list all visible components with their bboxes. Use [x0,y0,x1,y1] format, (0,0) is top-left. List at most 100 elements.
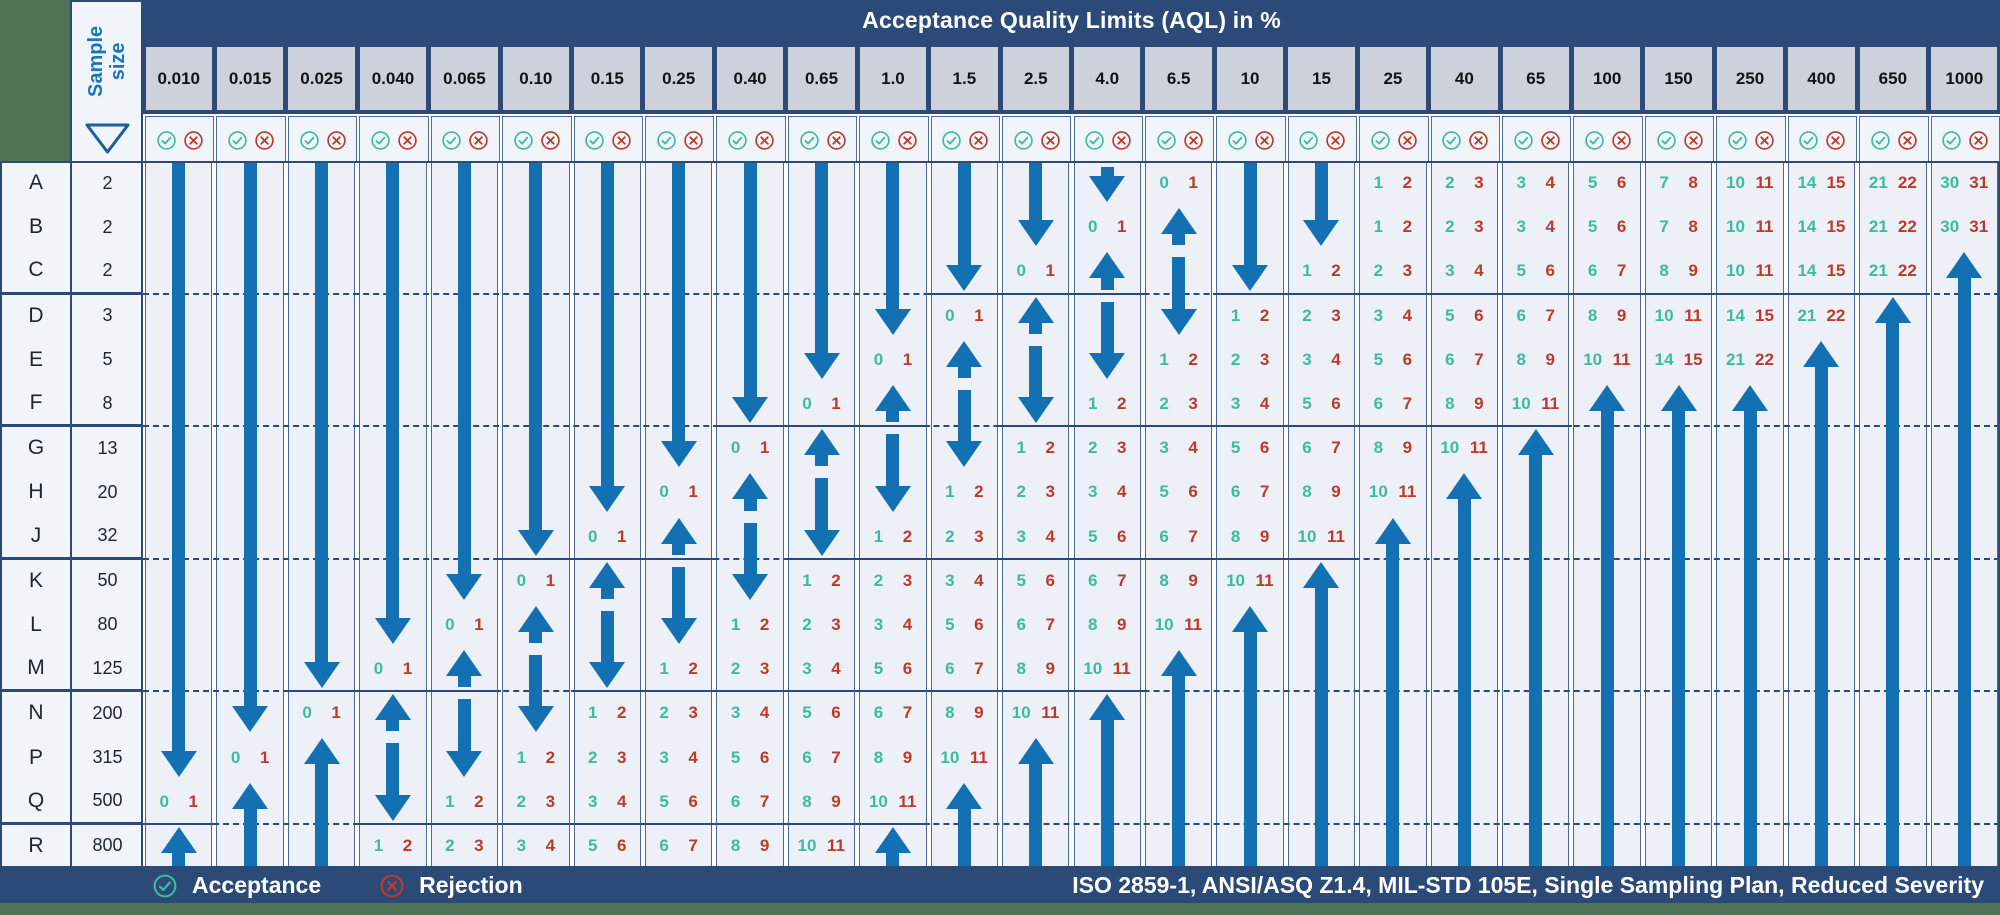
cell-E-150: 14 15 [1645,338,1712,382]
acceptance-number: 0 [873,349,884,369]
rejection-number: 7 [759,791,770,811]
circled-x-icon [1826,130,1846,150]
acceptance-number: 6 [1587,261,1598,281]
up-arrowhead [1303,561,1340,588]
down-arrowhead [1017,220,1054,247]
rejection-number: 8 [1688,217,1698,237]
group-separator-solid [570,557,644,560]
aql-column-icons-row [143,112,2000,163]
footer-bar: Acceptance Rejection ISO 2859-1, ANSI/AS… [0,868,2000,903]
acceptance-number: 5 [802,703,812,723]
acceptance-number: 3 [588,791,598,811]
up-arrowhead [1089,694,1126,721]
cell-M-4.0: 10 11 [1074,647,1141,691]
acceptance-number: 10 [1726,217,1745,237]
up-arrowhead [1517,429,1554,456]
aql-column-icons-0.025 [287,116,358,163]
rejection-number: 7 [1402,394,1413,414]
row-letter-Q: Q [0,780,72,824]
acceptance-number: 10 [1011,703,1031,723]
rejection-number: 4 [831,659,841,679]
up-arrowhead [874,826,911,853]
rejection-number: 7 [1045,614,1055,634]
aql-column-icons-1.5 [930,116,1001,163]
aql-column-content-650: 21 22 21 22 21 22 [1859,161,1926,868]
rejection-number: 9 [1474,394,1484,414]
acceptance-number: 1 [873,526,884,546]
rejection-number: 11 [898,791,917,811]
up-arrow-shaft [1600,408,1614,868]
rejection-number: 2 [974,482,984,502]
rejection-number: 3 [1474,217,1484,237]
rejection-number: 2 [1402,173,1413,193]
down-arrowhead [660,441,697,468]
up-arrowhead [1660,384,1697,411]
down-arrow-shaft [529,655,543,709]
group-separator-left [0,425,143,428]
cell-L-6.5: 10 11 [1145,603,1212,647]
rejection-number: 1 [831,394,841,414]
group-separator-solid [1427,292,1502,295]
down-arrow-shaft [457,699,471,753]
acceptance-number: 1 [445,791,455,811]
circled-check-icon [585,130,604,150]
acceptance-number: 8 [1516,349,1526,369]
acceptance-number: 5 [1516,261,1526,281]
rejection-number: 11 [827,835,845,855]
down-arrowhead [232,706,269,733]
acceptance-icon [152,873,178,899]
acceptance-number: 10 [797,835,817,855]
up-arrowhead [446,650,483,677]
aql-column-icons-0.10 [502,116,572,163]
acceptance-number: 0 [373,659,384,679]
acceptance-number: 0 [159,791,169,811]
rejection-number: 11 [1755,261,1774,281]
rejection-number: 1 [902,349,913,369]
rejection-number: 1 [1188,173,1198,193]
aql-column-content-400: 14 15 14 15 14 15 21 22 [1788,161,1855,868]
rejection-number: 6 [1045,570,1055,590]
aql-column-icons-0.010 [145,116,215,163]
up-arrow-shaft [1029,320,1043,334]
cell-J-15: 10 11 [1288,515,1355,559]
cell-B-400: 14 15 [1788,205,1855,249]
down-arrowhead [517,529,554,556]
cell-K-10: 10 11 [1216,559,1283,603]
circled-check-icon [728,130,747,150]
cell-C-250: 10 11 [1716,249,1783,293]
up-arrow-shaft [1886,320,1900,868]
rejection-number: 11 [1184,614,1203,634]
acceptance-number: 1 [1016,438,1026,458]
acceptance-number: 5 [659,791,669,811]
down-arrow-shaft [886,161,900,311]
acceptance-number: 8 [1373,438,1384,458]
aql-column-content-4.0: 0 1 1 2 2 3 3 4 5 6 6 7 8 9 10 11 [1074,161,1141,868]
aql-column-label-0.10: 0.10 [502,47,570,110]
acceptance-number: 30 [1940,173,1960,193]
rejection-number: 9 [1402,438,1413,458]
acceptance-number: 0 [1087,217,1098,237]
rejection-number: 1 [331,703,341,723]
group-separator-solid [784,822,859,825]
group-separator-solid [856,425,930,428]
down-arrow-shaft [957,161,971,267]
sample-size-Q: 500 [72,780,143,824]
sample-size-C: 2 [72,249,143,294]
acceptance-number: 6 [945,659,955,679]
acceptance-number: 14 [1654,349,1674,369]
